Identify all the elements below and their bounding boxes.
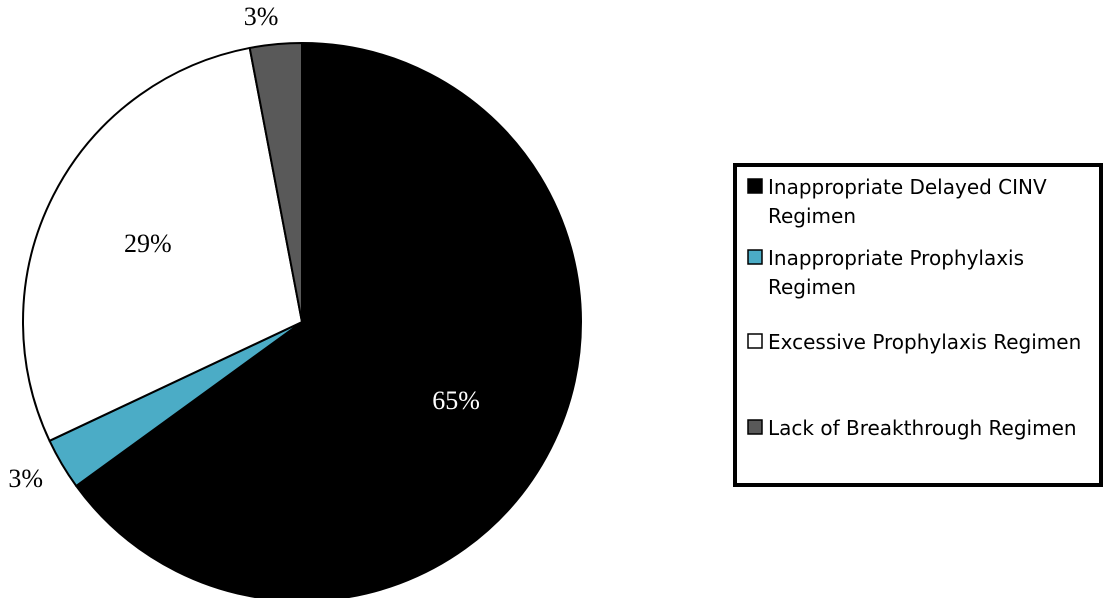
legend-label-4: Lack of Breakthrough Regimen	[768, 416, 1077, 440]
legend-items: Inappropriate Delayed CINV Regimen Inappro…	[747, 175, 1081, 440]
legend-entry-2: Inappropriate Prophylaxis Regimen	[747, 246, 1024, 299]
legend-frame	[733, 163, 1103, 487]
legend-label-2: Inappropriate Prophylaxis Regimen	[768, 246, 1024, 299]
pie-slice-1	[75, 42, 582, 598]
pie-slice-4	[248, 42, 303, 323]
legend-swatch-1	[747, 178, 763, 194]
pie-data-label-4: 3%	[244, 2, 279, 31]
pie-slices	[22, 42, 582, 598]
legend-swatch-2	[747, 249, 763, 265]
legend-swatch-3	[747, 333, 763, 349]
pie-data-label-1: 65%	[432, 386, 480, 415]
legend-entry-4: Lack of Breakthrough Regimen	[747, 416, 1077, 440]
pie-slice-3	[22, 46, 303, 442]
legend-label-1: Inappropriate Delayed CINV Regimen	[768, 175, 1047, 228]
legend-entry-3: Excessive Prophylaxis Regimen	[747, 330, 1081, 354]
pie-data-label-2: 3%	[8, 464, 43, 493]
pie-data-labels: 65% 3% 29% 3%	[8, 2, 480, 493]
legend-entry-1: Inappropriate Delayed CINV Regimen	[747, 175, 1047, 228]
legend-swatch-4	[747, 419, 763, 435]
pie-data-label-3: 29%	[124, 229, 172, 258]
legend-label-3: Excessive Prophylaxis Regimen	[768, 330, 1081, 354]
legend: Inappropriate Delayed CINV Regimen Inappro…	[733, 163, 1103, 487]
